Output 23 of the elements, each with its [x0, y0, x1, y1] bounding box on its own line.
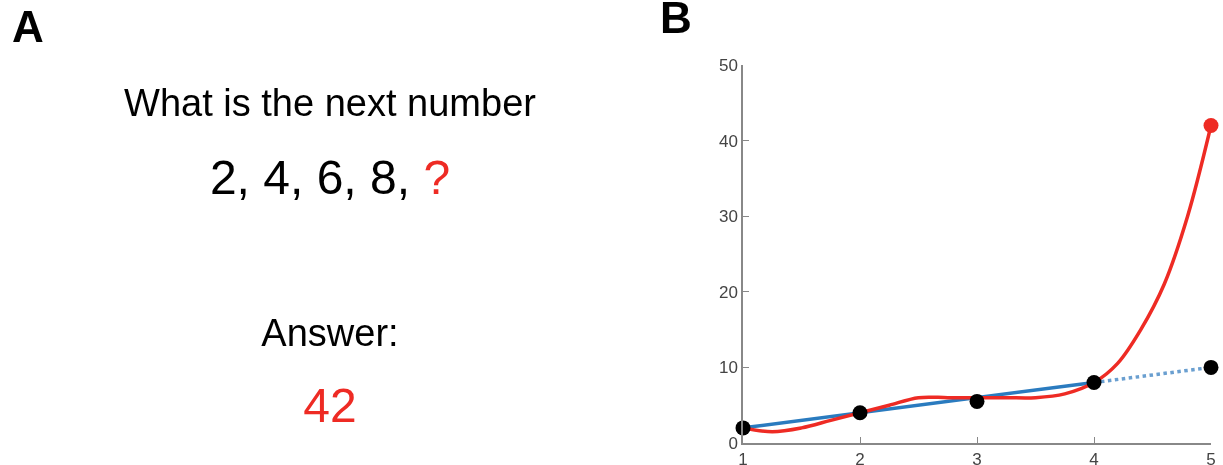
y-tick-label: 20: [718, 282, 738, 302]
point: [852, 405, 868, 421]
point: [969, 393, 985, 409]
point: [1203, 359, 1219, 375]
y-tick-label: 0: [728, 433, 738, 453]
x-tick-label: 2: [855, 450, 865, 465]
text: What is the next number: [124, 82, 536, 124]
y-tick-label: 30: [718, 207, 738, 227]
text: 2, 4, 6, 8,: [209, 151, 411, 204]
y-tick-label: 40: [718, 131, 738, 151]
text: 42: [303, 379, 357, 432]
text: Answer:: [261, 312, 399, 354]
x-tick-label: 4: [1089, 450, 1099, 465]
text: ?: [423, 151, 451, 204]
point: [1086, 375, 1102, 391]
x-tick-label: 1: [738, 450, 748, 465]
y-tick-label: 10: [718, 358, 738, 378]
point: [1203, 117, 1219, 133]
text: A: [12, 2, 44, 52]
chart-title: B: [660, 0, 692, 42]
x-tick-label: 3: [972, 450, 982, 465]
x-tick-label: 5: [1206, 450, 1216, 465]
y-tick-label: 50: [718, 55, 738, 75]
